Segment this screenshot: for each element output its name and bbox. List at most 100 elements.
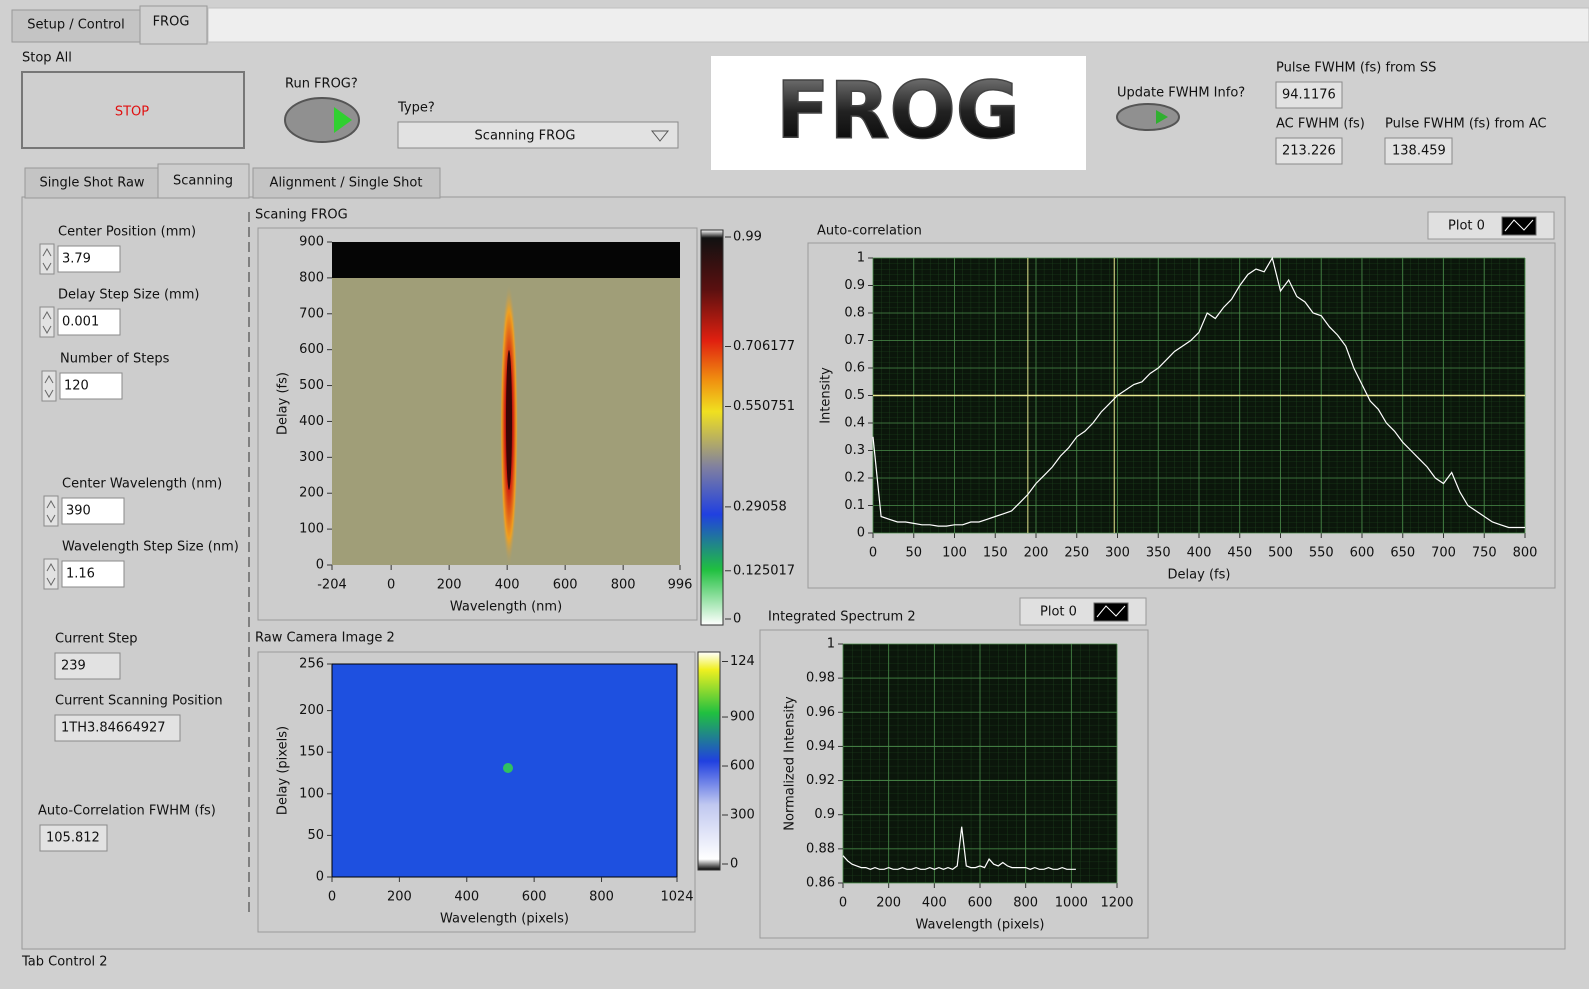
y-tick-label: 0.1 [844, 498, 865, 513]
y-tick-label: 0.3 [844, 443, 865, 458]
y-tick-label: 700 [299, 306, 324, 321]
tab-label[interactable]: FROG [153, 15, 190, 30]
subtab-label[interactable]: Single Shot Raw [39, 176, 144, 191]
y-tick-label: 100 [299, 786, 324, 801]
subtab-label[interactable]: Alignment / Single Shot [270, 176, 423, 191]
y-tick-label: 256 [299, 657, 324, 672]
x-axis-title: Wavelength (pixels) [916, 918, 1045, 933]
y-tick-label: 50 [307, 828, 324, 843]
x-tick-label: 400 [495, 578, 520, 593]
tab-label[interactable]: Setup / Control [27, 18, 124, 33]
colorbar [698, 652, 720, 870]
x-tick-label: 1200 [1100, 896, 1133, 911]
x-tick-label: 300 [1105, 546, 1130, 561]
x-tick-label: 600 [553, 578, 578, 593]
control-value[interactable]: 120 [64, 379, 89, 394]
y-tick-label: 900 [299, 235, 324, 250]
image-empty [332, 242, 680, 278]
label: Pulse FWHM (fs) from AC [1385, 117, 1547, 132]
button-label[interactable]: STOP [115, 105, 149, 120]
x-tick-label: 550 [1309, 546, 1334, 561]
trace-core [506, 350, 512, 490]
y-tick-label: 200 [299, 703, 324, 718]
x-tick-label: 450 [1227, 546, 1252, 561]
subtab-label[interactable]: Scanning [173, 174, 233, 189]
control-label: Number of Steps [60, 352, 170, 367]
indicator-value: 213.226 [1282, 144, 1336, 159]
x-tick-label: 600 [968, 896, 993, 911]
y-tick-label: 0.6 [844, 361, 865, 376]
label: Type? [397, 101, 435, 116]
x-tick-label: 400 [1187, 546, 1212, 561]
y-tick-label: 0 [316, 558, 324, 573]
colorbar-label: 124 [730, 654, 755, 669]
x-tick-label: 600 [522, 890, 547, 905]
control-value[interactable]: 390 [66, 504, 91, 519]
x-tick-label: 1000 [1055, 896, 1088, 911]
y-tick-label: 0 [857, 526, 865, 541]
footer-label: Tab Control 2 [21, 955, 108, 970]
colorbar-label: 900 [730, 710, 755, 725]
y-tick-label: 0.94 [806, 739, 835, 754]
update-toggle[interactable] [1117, 104, 1179, 130]
colorbar [701, 230, 723, 625]
colorbar-label: 0 [733, 612, 741, 627]
colorbar-label: 300 [730, 808, 755, 823]
x-tick-label: 1024 [660, 890, 693, 905]
x-tick-label: 200 [1024, 546, 1049, 561]
y-tick-label: 0.9 [814, 807, 835, 822]
control-value[interactable]: 0.001 [62, 315, 99, 330]
control-label: Wavelength Step Size (nm) [62, 540, 239, 555]
indicator-label: Current Scanning Position [55, 694, 223, 709]
dropdown-value[interactable]: Scanning FROG [475, 129, 576, 144]
colorbar-label: 0.550751 [733, 399, 795, 414]
x-tick-label: 0 [839, 896, 847, 911]
colorbar-label: 0.706177 [733, 339, 795, 354]
control-value[interactable]: 3.79 [62, 252, 91, 267]
y-tick-label: 0.86 [806, 876, 835, 891]
colorbar-label: 0 [730, 857, 738, 872]
y-axis-title: Delay (pixels) [276, 726, 291, 815]
plot-title: Auto-correlation [817, 224, 922, 239]
indicator-value: 1TH3.84664927 [61, 721, 166, 736]
x-tick-label: 400 [454, 890, 479, 905]
x-tick-label: 200 [387, 890, 412, 905]
y-tick-label: 0.5 [844, 388, 865, 403]
x-axis-title: Wavelength (pixels) [440, 912, 569, 927]
y-tick-label: 0 [316, 870, 324, 885]
x-tick-label: -204 [317, 578, 347, 593]
x-tick-label: 800 [1013, 896, 1038, 911]
y-tick-label: 150 [299, 745, 324, 760]
control-label: Center Wavelength (nm) [62, 477, 222, 492]
x-tick-label: 650 [1390, 546, 1415, 561]
x-axis-title: Delay (fs) [1168, 568, 1231, 583]
y-tick-label: 500 [299, 378, 324, 393]
control-value[interactable]: 1.16 [66, 567, 95, 582]
colorbar-label: 600 [730, 759, 755, 774]
y-tick-label: 1 [827, 637, 835, 652]
label: AC FWHM (fs) [1276, 117, 1365, 132]
x-tick-label: 200 [876, 896, 901, 911]
y-tick-label: 300 [299, 450, 324, 465]
y-tick-label: 600 [299, 342, 324, 357]
frog-panel: Setup / Control FROG Stop All STOP Run F… [0, 0, 1589, 985]
x-tick-label: 800 [1513, 546, 1538, 561]
label: Pulse FWHM (fs) from SS [1276, 61, 1436, 76]
label: Run FROG? [285, 77, 358, 92]
control-label: Center Position (mm) [58, 225, 196, 240]
indicator-value: 239 [61, 659, 86, 674]
y-tick-label: 0.96 [806, 705, 835, 720]
y-axis-title: Normalized Intensity [783, 696, 798, 831]
y-tick-label: 0.98 [806, 671, 835, 686]
label: Stop All [22, 51, 72, 66]
y-tick-label: 0.2 [844, 471, 865, 486]
y-tick-label: 400 [299, 414, 324, 429]
x-tick-label: 800 [589, 890, 614, 905]
plot-title: Integrated Spectrum 2 [768, 610, 916, 625]
x-tick-label: 800 [611, 578, 636, 593]
x-tick-label: 100 [942, 546, 967, 561]
y-tick-label: 0.92 [806, 773, 835, 788]
control-label: Delay Step Size (mm) [58, 288, 199, 303]
y-axis-title: Delay (fs) [276, 372, 291, 435]
tab-strip [208, 8, 1589, 42]
